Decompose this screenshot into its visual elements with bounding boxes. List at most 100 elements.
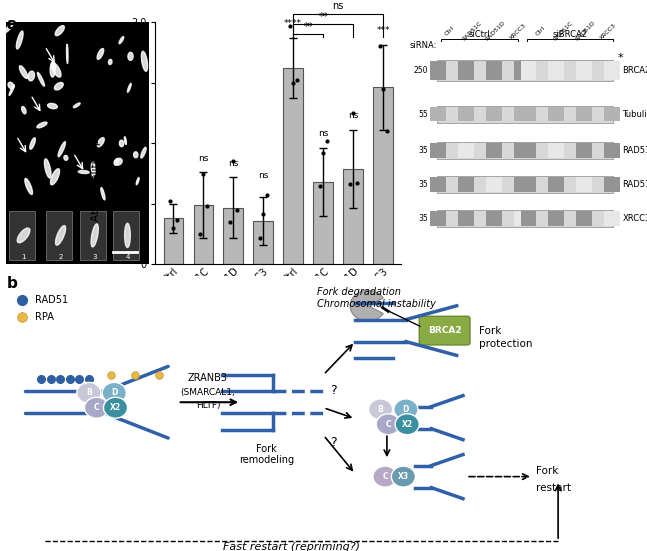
Text: siRNA:: siRNA:	[154, 342, 186, 352]
Text: b: b	[6, 276, 17, 290]
Ellipse shape	[142, 51, 148, 71]
Bar	[164, 218, 183, 264]
FancyBboxPatch shape	[437, 176, 613, 193]
FancyBboxPatch shape	[458, 211, 474, 226]
Text: **: **	[303, 21, 313, 32]
FancyBboxPatch shape	[520, 211, 536, 226]
Text: HLTF): HLTF)	[196, 402, 221, 410]
FancyBboxPatch shape	[576, 61, 592, 80]
Text: ?: ?	[330, 384, 336, 397]
FancyBboxPatch shape	[47, 211, 72, 260]
Text: C: C	[382, 472, 388, 481]
FancyBboxPatch shape	[576, 177, 592, 192]
Ellipse shape	[9, 85, 14, 95]
FancyBboxPatch shape	[486, 177, 501, 192]
Text: Fork: Fork	[479, 326, 501, 336]
Text: RAD51D: RAD51D	[575, 20, 597, 42]
Ellipse shape	[128, 52, 133, 60]
FancyBboxPatch shape	[549, 107, 564, 121]
Text: siBRCA2: siBRCA2	[316, 408, 360, 418]
FancyBboxPatch shape	[514, 177, 529, 192]
Ellipse shape	[50, 61, 56, 77]
FancyBboxPatch shape	[437, 210, 613, 227]
Text: protection: protection	[479, 339, 532, 349]
Ellipse shape	[101, 187, 105, 200]
Text: 1: 1	[21, 253, 26, 260]
Ellipse shape	[50, 169, 60, 185]
FancyBboxPatch shape	[604, 107, 620, 121]
Bar	[223, 208, 243, 264]
Ellipse shape	[137, 177, 139, 185]
Y-axis label: Abnormalities per metaphase: Abnormalities per metaphase	[91, 66, 101, 221]
Ellipse shape	[91, 162, 94, 171]
Ellipse shape	[16, 31, 23, 49]
Text: 3: 3	[93, 253, 97, 260]
Ellipse shape	[56, 225, 65, 245]
Ellipse shape	[64, 155, 68, 160]
Text: XRCC3: XRCC3	[622, 214, 647, 223]
Ellipse shape	[25, 179, 32, 195]
Ellipse shape	[28, 71, 34, 81]
FancyBboxPatch shape	[430, 211, 446, 226]
Bar	[283, 68, 303, 264]
Text: siCtrl: siCtrl	[204, 408, 232, 418]
Ellipse shape	[67, 44, 68, 63]
Text: (SMARCAL1,: (SMARCAL1,	[181, 388, 236, 397]
Text: BRCA2: BRCA2	[622, 66, 647, 75]
Ellipse shape	[55, 25, 64, 36]
FancyBboxPatch shape	[549, 177, 564, 192]
Bar	[313, 182, 333, 264]
Text: RAD51: RAD51	[35, 295, 68, 305]
FancyBboxPatch shape	[458, 107, 474, 121]
Text: XRCC3: XRCC3	[509, 22, 527, 40]
FancyBboxPatch shape	[430, 143, 446, 158]
FancyBboxPatch shape	[576, 143, 592, 158]
Circle shape	[85, 397, 109, 418]
FancyBboxPatch shape	[604, 211, 620, 226]
Text: ns: ns	[348, 111, 358, 120]
FancyBboxPatch shape	[419, 316, 470, 345]
FancyBboxPatch shape	[458, 177, 474, 192]
FancyBboxPatch shape	[430, 107, 446, 121]
Text: 35: 35	[418, 214, 428, 223]
Text: XRCC3: XRCC3	[599, 22, 617, 40]
Ellipse shape	[78, 170, 89, 174]
Ellipse shape	[141, 147, 146, 158]
Text: 35: 35	[418, 146, 428, 155]
FancyBboxPatch shape	[604, 61, 620, 80]
FancyBboxPatch shape	[549, 143, 564, 158]
FancyBboxPatch shape	[576, 107, 592, 121]
Ellipse shape	[5, 22, 14, 33]
Ellipse shape	[48, 104, 58, 109]
Wedge shape	[350, 290, 383, 321]
Text: 55: 55	[418, 110, 428, 118]
FancyBboxPatch shape	[514, 211, 529, 226]
Circle shape	[77, 382, 101, 403]
Ellipse shape	[21, 106, 26, 114]
FancyBboxPatch shape	[604, 177, 620, 192]
Text: ns: ns	[228, 159, 239, 168]
Text: C: C	[386, 420, 391, 429]
Ellipse shape	[134, 152, 138, 158]
Text: 250: 250	[413, 66, 428, 75]
Text: RAD51D: RAD51D	[484, 20, 506, 42]
FancyBboxPatch shape	[520, 61, 536, 80]
Text: D: D	[402, 405, 409, 414]
FancyBboxPatch shape	[520, 143, 536, 158]
Ellipse shape	[92, 168, 95, 177]
Bar	[373, 88, 393, 264]
Ellipse shape	[119, 36, 124, 44]
FancyBboxPatch shape	[486, 211, 501, 226]
Ellipse shape	[115, 158, 122, 165]
Ellipse shape	[124, 137, 126, 144]
Text: B: B	[86, 388, 92, 397]
Text: X2: X2	[402, 420, 413, 429]
Text: BRCA2: BRCA2	[428, 326, 461, 335]
Ellipse shape	[73, 103, 80, 107]
Text: X2: X2	[110, 403, 121, 412]
FancyBboxPatch shape	[486, 143, 501, 158]
Ellipse shape	[54, 83, 63, 90]
Text: 2: 2	[58, 253, 63, 260]
Text: ZRANB3: ZRANB3	[188, 373, 228, 383]
Ellipse shape	[120, 140, 124, 147]
